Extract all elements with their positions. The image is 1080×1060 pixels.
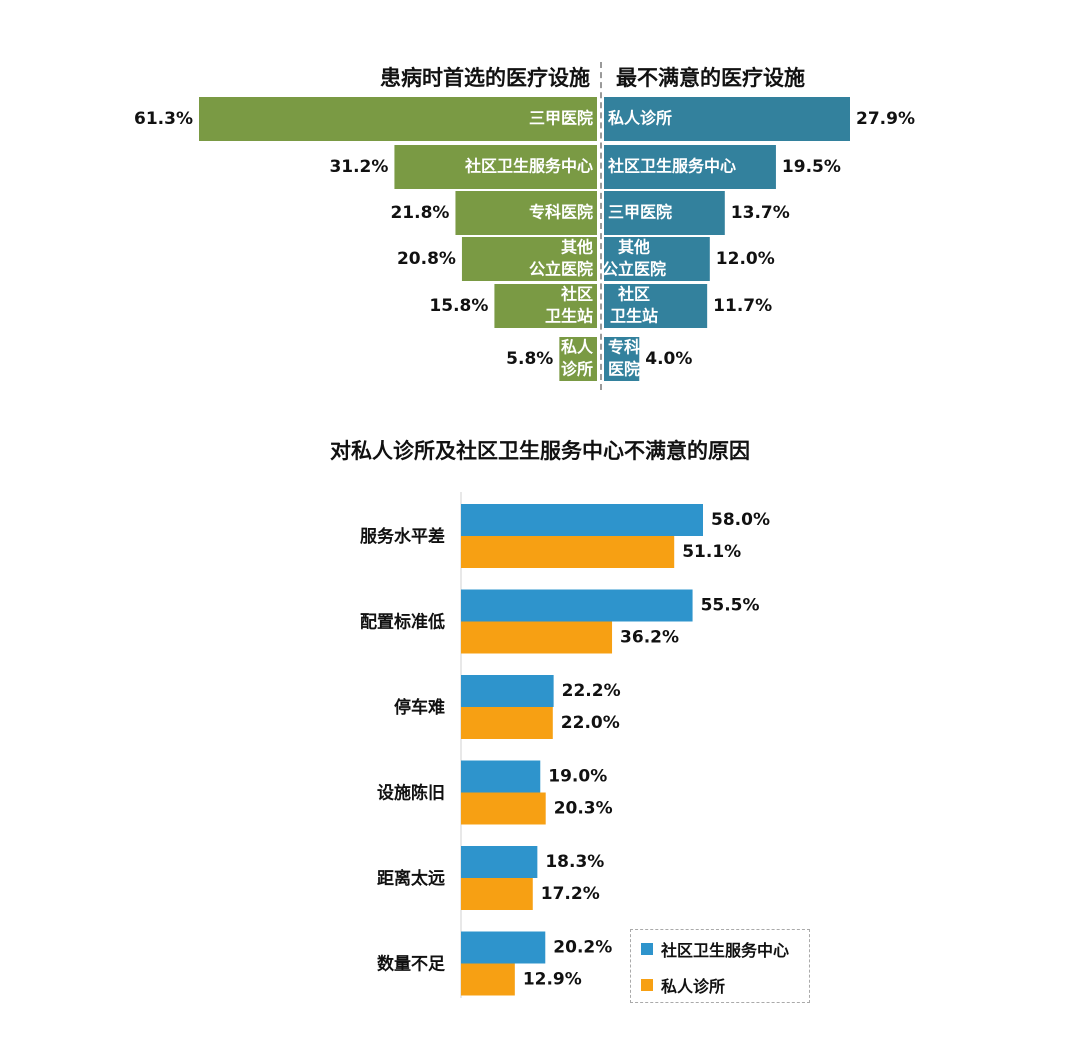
- right-value-label: 13.7%: [731, 203, 790, 223]
- bar-private-clinic: [461, 707, 553, 739]
- legend-label: 私人诊所: [661, 977, 726, 996]
- left-bar: [461, 237, 597, 281]
- bar-value-label: 17.2%: [541, 884, 600, 904]
- center-divider: [600, 62, 602, 390]
- bar-value-label: 55.5%: [701, 596, 760, 616]
- bar-private-clinic: [461, 536, 675, 568]
- bar-private-clinic: [461, 792, 546, 825]
- bottom-chart-title: 对私人诊所及社区卫生服务中心不满意的原因: [330, 439, 750, 463]
- left-value-label: 61.3%: [134, 109, 193, 129]
- legend-swatch-blue: [641, 943, 653, 955]
- bar-value-label: 19.0%: [548, 767, 607, 787]
- category-label: 数量不足: [377, 954, 445, 975]
- category-label: 服务水平差: [360, 526, 445, 547]
- category-label-line: 卫生站: [545, 307, 593, 326]
- category-label-line: 三甲医院: [529, 109, 593, 128]
- category-label-line: 其他: [618, 238, 650, 257]
- right-bar: [604, 284, 708, 328]
- right-bar: [604, 145, 776, 189]
- bar-private-clinic: [461, 878, 533, 910]
- left-bar: [394, 145, 597, 189]
- bar-value-label: 12.9%: [523, 970, 582, 990]
- right-bar-category: 私人诊所: [608, 109, 672, 128]
- bar-value-label: 20.2%: [553, 938, 612, 958]
- right-bar: [604, 97, 850, 141]
- bar-community-center: [461, 675, 554, 707]
- category-label-line: 专科医院: [529, 203, 593, 222]
- bar-value-label: 18.3%: [545, 852, 604, 872]
- right-bar-category: 专科医院: [608, 338, 640, 379]
- category-label-line: 专科: [608, 338, 640, 357]
- bar-private-clinic: [461, 963, 515, 996]
- right-bar-category: 三甲医院: [608, 203, 672, 222]
- left-value-label: 15.8%: [429, 296, 488, 316]
- bar-community-center: [461, 846, 538, 878]
- legend-swatch-orange: [641, 979, 653, 991]
- category-label-line: 其他: [561, 238, 593, 257]
- category-label-line: 三甲医院: [608, 203, 672, 222]
- category-label-line: 诊所: [561, 360, 593, 379]
- legend: 社区卫生服务中心 私人诊所: [630, 929, 810, 1003]
- left-bar: [455, 191, 597, 235]
- bar-community-center: [461, 589, 693, 622]
- bar-community-center: [461, 931, 546, 964]
- category-label: 距离太远: [377, 868, 445, 889]
- bar-value-label: 20.3%: [554, 799, 613, 819]
- category-label-line: 社区卫生服务中心: [464, 157, 593, 176]
- bar-value-label: 22.0%: [561, 713, 620, 733]
- category-label: 配置标准低: [360, 612, 445, 633]
- left-bar-category: 三甲医院: [529, 109, 593, 128]
- right-value-label: 4.0%: [645, 349, 692, 369]
- category-label: 设施陈旧: [377, 783, 445, 804]
- right-bar: [604, 191, 725, 235]
- category-label-line: 公立医院: [529, 260, 593, 279]
- bar-community-center: [461, 504, 703, 536]
- category-label: 停车难: [394, 697, 445, 718]
- bar-value-label: 58.0%: [711, 510, 770, 530]
- left-bar: [559, 337, 597, 381]
- bar-value-label: 22.2%: [562, 681, 621, 701]
- left-value-label: 31.2%: [329, 157, 388, 177]
- left-bar: [199, 97, 597, 141]
- left-value-label: 20.8%: [397, 249, 456, 269]
- legend-label: 社区卫生服务中心: [661, 941, 790, 960]
- category-label-line: 私人: [561, 338, 594, 357]
- left-bar-category: 专科医院: [529, 203, 593, 222]
- category-label-line: 公立医院: [602, 260, 666, 279]
- left-chart-title: 患病时首选的医疗设施: [380, 66, 590, 90]
- right-value-label: 19.5%: [782, 157, 841, 177]
- right-bar: [604, 337, 640, 381]
- legend-item-community-center: 社区卫生服务中心: [641, 938, 789, 960]
- bar-community-center: [461, 760, 541, 793]
- left-bar-category: 社区卫生服务中心: [464, 157, 593, 176]
- category-label-line: 医院: [608, 360, 640, 379]
- left-bar-category: 私人诊所: [561, 338, 594, 379]
- category-label-line: 私人诊所: [608, 109, 672, 128]
- right-value-label: 12.0%: [716, 249, 775, 269]
- left-value-label: 5.8%: [506, 349, 553, 369]
- left-bar: [494, 284, 597, 328]
- bar-value-label: 36.2%: [620, 628, 679, 648]
- category-label-line: 社区卫生服务中心: [607, 157, 736, 176]
- bar-value-label: 51.1%: [682, 542, 741, 562]
- bar-private-clinic: [461, 621, 613, 654]
- right-value-label: 27.9%: [856, 109, 915, 129]
- right-bar-category: 社区卫生服务中心: [607, 157, 736, 176]
- legend-item-private-clinic: 私人诊所: [641, 974, 725, 996]
- left-value-label: 21.8%: [390, 203, 449, 223]
- category-label-line: 卫生站: [610, 307, 658, 326]
- right-chart-title: 最不满意的医疗设施: [616, 66, 805, 90]
- category-label-line: 社区: [617, 285, 650, 304]
- category-label-line: 社区: [560, 285, 593, 304]
- right-bar: [604, 237, 710, 281]
- right-value-label: 11.7%: [713, 296, 772, 316]
